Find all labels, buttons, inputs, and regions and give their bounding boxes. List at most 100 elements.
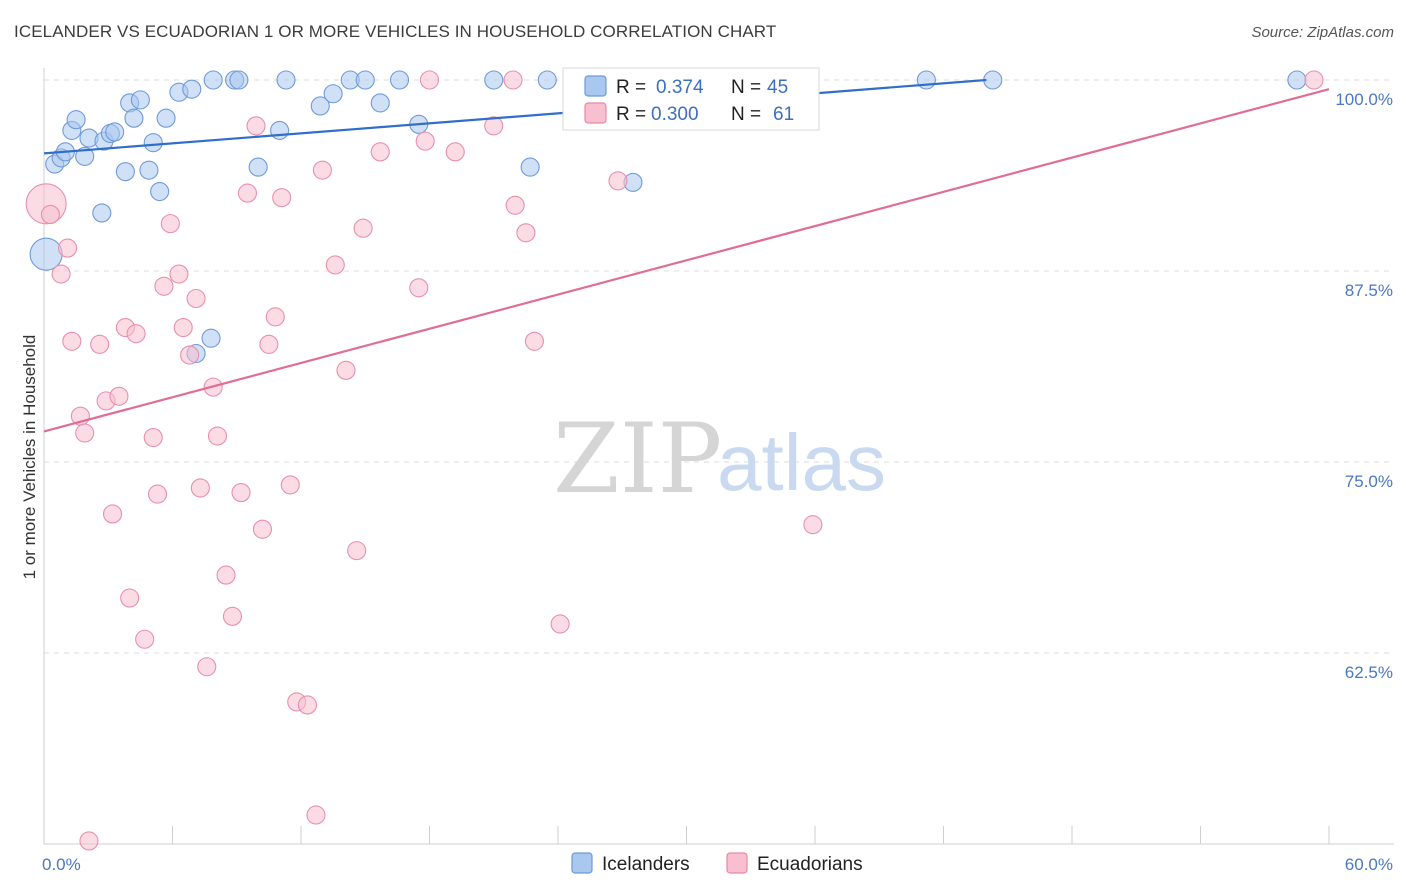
data-point-ecuadorians bbox=[135, 629, 155, 649]
data-point-ecuadorians bbox=[445, 142, 465, 162]
data-point-ecuadorians bbox=[51, 264, 71, 284]
watermark-zip: ZIP bbox=[553, 403, 722, 515]
data-point-ecuadorians bbox=[216, 565, 236, 585]
data-point-ecuadorians bbox=[109, 386, 129, 406]
chart-source: Source: ZipAtlas.com bbox=[1251, 24, 1394, 41]
data-point-icelanders bbox=[270, 120, 290, 140]
x-tick-label-min: 0.0% bbox=[42, 855, 81, 874]
x-tick-label-max: 60.0% bbox=[1345, 855, 1393, 874]
data-point-ecuadorians bbox=[147, 484, 168, 504]
data-point-icelanders bbox=[139, 160, 159, 180]
data-point-icelanders bbox=[150, 181, 170, 202]
legend-swatch-icelanders bbox=[584, 75, 607, 97]
data-point-ecuadorians bbox=[143, 428, 163, 448]
data-point-icelanders bbox=[143, 133, 163, 153]
legend-swatch-ecuadorians bbox=[584, 102, 607, 124]
watermark-atlas: atlas bbox=[717, 418, 886, 507]
data-point-ecuadorians bbox=[297, 695, 317, 715]
data-point-ecuadorians bbox=[222, 606, 243, 626]
data-point-ecuadorians bbox=[237, 183, 258, 203]
data-point-icelanders bbox=[92, 203, 112, 223]
legend-n-label-icelanders: N = bbox=[731, 77, 761, 98]
legend-r-label-icelanders: R = bbox=[616, 77, 646, 98]
data-point-icelanders bbox=[156, 108, 176, 128]
data-point-icelanders bbox=[182, 79, 202, 99]
data-point-ecuadorians bbox=[505, 195, 525, 215]
data-point-icelanders bbox=[537, 70, 557, 90]
data-point-icelanders bbox=[370, 93, 390, 113]
data-point-ecuadorians bbox=[550, 614, 570, 634]
bottom-legend-label-ecuadorians: Ecuadorians bbox=[757, 854, 863, 875]
data-point-ecuadorians bbox=[1304, 70, 1324, 90]
data-point-ecuadorians bbox=[272, 188, 292, 208]
legend-r-value-icelanders: 0.374 bbox=[656, 77, 704, 98]
data-point-icelanders bbox=[520, 157, 540, 177]
data-point-ecuadorians bbox=[347, 541, 367, 561]
data-point-ecuadorians bbox=[336, 360, 356, 380]
data-point-ecuadorians bbox=[120, 588, 140, 608]
data-point-ecuadorians bbox=[207, 426, 228, 446]
data-point-icelanders bbox=[310, 96, 330, 116]
data-point-icelanders bbox=[75, 146, 95, 166]
data-point-icelanders bbox=[983, 70, 1003, 90]
data-point-ecuadorians bbox=[126, 324, 146, 344]
data-point-ecuadorians bbox=[516, 223, 536, 243]
axes: 100.0% 87.5% 75.0% 62.5% bbox=[43, 68, 1394, 845]
data-point-ecuadorians bbox=[190, 478, 210, 498]
data-point-icelanders bbox=[276, 70, 296, 90]
data-point-ecuadorians bbox=[259, 334, 279, 354]
data-point-ecuadorians bbox=[180, 345, 200, 365]
data-point-ecuadorians bbox=[306, 805, 326, 825]
watermark: ZIP atlas bbox=[553, 403, 886, 515]
data-point-ecuadorians bbox=[90, 334, 110, 354]
data-point-icelanders bbox=[66, 110, 86, 130]
data-point-ecuadorians bbox=[40, 204, 60, 225]
data-point-ecuadorians bbox=[231, 483, 251, 503]
bottom-legend: Icelanders Ecuadorians bbox=[571, 852, 863, 875]
legend-r-value-ecuadorians: 0.300 bbox=[651, 104, 699, 125]
data-point-icelanders bbox=[115, 162, 135, 182]
data-point-ecuadorians bbox=[252, 519, 273, 539]
data-point-ecuadorians bbox=[265, 307, 285, 327]
data-point-ecuadorians bbox=[325, 255, 345, 275]
legend-n-value-icelanders: 45 bbox=[767, 77, 788, 98]
data-point-ecuadorians bbox=[484, 116, 504, 136]
data-point-icelanders bbox=[916, 70, 936, 90]
data-point-ecuadorians bbox=[370, 142, 390, 162]
data-point-ecuadorians bbox=[160, 214, 180, 234]
series-ecuadorians bbox=[25, 70, 1324, 851]
data-point-icelanders bbox=[229, 70, 249, 90]
bottom-legend-label-icelanders: Icelanders bbox=[602, 854, 690, 875]
data-point-ecuadorians bbox=[186, 288, 206, 309]
data-point-icelanders bbox=[484, 70, 504, 90]
data-point-icelanders bbox=[389, 70, 410, 90]
data-point-ecuadorians bbox=[102, 504, 123, 524]
data-point-icelanders bbox=[201, 328, 221, 348]
grid-lines bbox=[44, 79, 1394, 654]
data-point-ecuadorians bbox=[524, 331, 544, 351]
data-point-ecuadorians bbox=[415, 131, 435, 151]
data-point-icelanders bbox=[248, 157, 268, 177]
data-point-ecuadorians bbox=[246, 116, 266, 136]
data-point-icelanders bbox=[355, 70, 375, 90]
data-point-icelanders bbox=[124, 108, 144, 128]
y-tick-label: 87.5% bbox=[1345, 281, 1393, 300]
data-point-ecuadorians bbox=[154, 276, 174, 296]
bottom-legend-swatch-ecuadorians bbox=[726, 852, 748, 874]
legend-n-value-ecuadorians: 61 bbox=[773, 104, 794, 125]
y-tick-label: 100.0% bbox=[1335, 90, 1393, 109]
y-axis-title: 1 or more Vehicles in Household bbox=[20, 335, 39, 580]
chart-title: ICELANDER VS ECUADORIAN 1 OR MORE VEHICL… bbox=[14, 22, 777, 41]
trend-line-icelanders bbox=[43, 78, 987, 155]
legend-n-label-ecuadorians: N = bbox=[731, 104, 761, 125]
trend-lines bbox=[43, 78, 1330, 433]
data-point-icelanders bbox=[130, 90, 150, 110]
data-point-ecuadorians bbox=[75, 423, 95, 443]
data-point-ecuadorians bbox=[803, 515, 823, 535]
data-point-icelanders bbox=[1287, 70, 1307, 90]
data-point-ecuadorians bbox=[197, 657, 217, 677]
data-point-ecuadorians bbox=[409, 278, 429, 298]
trend-line-ecuadorians bbox=[43, 88, 1330, 433]
data-point-icelanders bbox=[323, 84, 343, 104]
